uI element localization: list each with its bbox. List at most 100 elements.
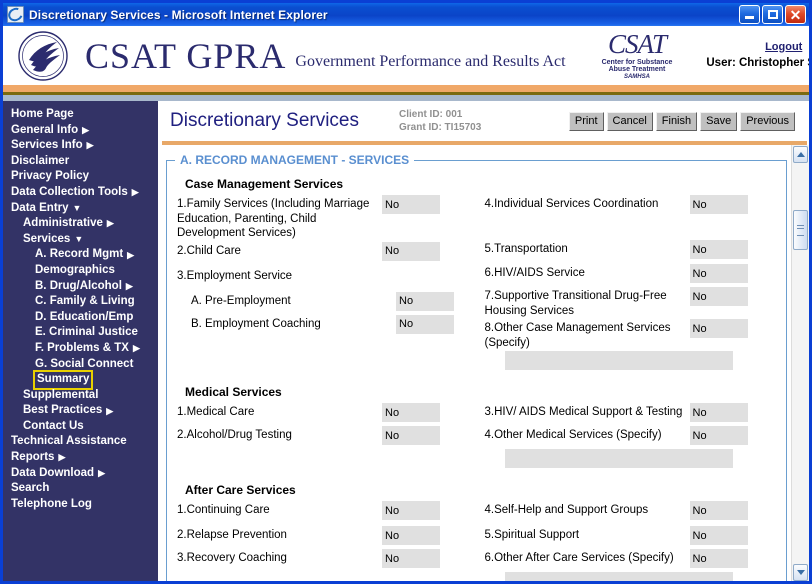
form-row: 1.Family Services (Including Marriage Ed…	[175, 195, 477, 241]
sidebar-item-label: Best Practices	[23, 404, 103, 417]
action-toolbar: Print Cancel Finish Save Previous	[568, 111, 801, 131]
field-input-4-individual-services-coordination[interactable]	[689, 195, 748, 214]
field-input-6-other-after-care-services-specify[interactable]	[689, 549, 748, 568]
sidebar-item-reports[interactable]: Reports ▶	[3, 450, 158, 466]
field-label-b-employment-coaching: B. Employment Coaching	[191, 317, 321, 330]
sidebar-item-a-record-mgmt[interactable]: A. Record Mgmt ▶	[3, 247, 158, 263]
scroll-down-button[interactable]	[793, 564, 808, 581]
field-input-3-hiv-aids-medical-support-testing[interactable]	[689, 403, 748, 422]
form-row	[483, 449, 779, 469]
sidebar-item-b-drug-alcohol[interactable]: B. Drug/Alcohol ▶	[3, 279, 158, 295]
sidebar-item-data-download[interactable]: Data Download ▶	[3, 466, 158, 482]
form-row: 6.HIV/AIDS Service	[483, 264, 779, 286]
field-input-3-recovery-coaching[interactable]	[382, 549, 440, 568]
sidebar-item-contact-us[interactable]: Contact Us	[3, 419, 158, 435]
scroll-up-button[interactable]	[793, 146, 808, 163]
maximize-button[interactable]	[762, 5, 783, 24]
cancel-button[interactable]: Cancel	[606, 111, 653, 131]
field-input-1-medical-care[interactable]	[382, 403, 440, 422]
form-row: 2.Alcohol/Drug Testing	[175, 426, 477, 448]
previous-button[interactable]: Previous	[740, 111, 795, 131]
sidebar-item-label: Search	[11, 482, 50, 495]
form-row: 4.Self-Help and Support Groups	[483, 501, 779, 525]
sidebar-item-c-family-living[interactable]: C. Family & Living	[3, 294, 158, 310]
field-input-b-employment-coaching[interactable]	[396, 314, 454, 334]
sidebar-item-e-criminal-justice[interactable]: E. Criminal Justice	[3, 325, 158, 341]
field-input-a-pre-employment[interactable]	[396, 291, 454, 311]
field-input-6-hiv-aids-service[interactable]	[689, 264, 748, 283]
sidebar-item-summary[interactable]: Summary	[3, 370, 158, 390]
sidebar-item-services-info[interactable]: Services Info ▶	[3, 138, 158, 154]
field-input-1-continuing-care[interactable]	[382, 501, 440, 520]
hhs-seal-icon	[15, 30, 71, 82]
record-identifiers: Client ID: 001 Grant ID: TI15703	[399, 108, 481, 134]
section-legend: A. RECORD MANAGEMENT - SERVICES	[180, 153, 410, 167]
other-after-care-specify-input[interactable]	[504, 572, 733, 581]
form-row: 6.Other After Care Services (Specify)	[483, 549, 779, 571]
field-label-3-employment-service: 3.Employment Service	[177, 269, 293, 282]
brand-title: CSAT GPRA	[85, 35, 287, 76]
field-input-5-spiritual-support[interactable]	[689, 526, 748, 545]
after-care-heading: After Care Services	[185, 483, 296, 497]
field-input-7-supportive-transitional-drug-free-housing-se[interactable]	[689, 287, 748, 306]
window-title: Discretionary Services - Microsoft Inter…	[29, 7, 328, 22]
medical-heading: Medical Services	[185, 385, 282, 399]
other-medical-specify-input[interactable]	[504, 449, 733, 468]
sidebar-item-supplemental[interactable]: Supplemental	[3, 388, 158, 404]
field-input-8-other-case-management-services-specify[interactable]	[689, 319, 748, 338]
sidebar-item-label: Data Collection Tools	[11, 185, 128, 198]
sidebar-item-label: Privacy Policy	[11, 170, 89, 183]
after-care-columns: After Care Services 1.Continuing Care 2.R…	[175, 479, 779, 581]
sidebar-item-f-problems-tx[interactable]: F. Problems & TX ▶	[3, 341, 158, 357]
field-input-4-self-help-and-support-groups[interactable]	[689, 501, 748, 520]
sidebar-item-data-collection-tools[interactable]: Data Collection Tools ▶	[3, 185, 158, 201]
form-row: 4.Individual Services Coordination	[483, 195, 779, 239]
page-title-divider	[162, 141, 807, 145]
minimize-button[interactable]	[739, 5, 760, 24]
banner-rule-orange	[3, 85, 809, 92]
print-button[interactable]: Print	[568, 111, 604, 131]
sidebar-item-label: Supplemental	[23, 388, 99, 401]
sidebar-item-disclaimer[interactable]: Disclaimer	[3, 154, 158, 170]
sidebar-item-label: E. Criminal Justice	[35, 326, 138, 339]
sidebar-item-demographics[interactable]: Demographics	[3, 263, 158, 279]
sidebar-item-label: Services Info	[11, 139, 83, 152]
finish-button[interactable]: Finish	[655, 111, 698, 131]
sidebar-item-technical-assistance[interactable]: Technical Assistance	[3, 434, 158, 450]
field-input-2-alcohol-drug-testing[interactable]	[382, 426, 440, 445]
sidebar-item-best-practices[interactable]: Best Practices ▶	[3, 403, 158, 419]
field-label-2-child-care: 2.Child Care	[177, 244, 241, 257]
field-input-2-child-care[interactable]	[382, 241, 440, 261]
field-input-1-family-services-including-marriage-education[interactable]	[382, 195, 440, 214]
brand-lockup: CSAT GPRA Government Performance and Res…	[85, 35, 566, 76]
vertical-scrollbar[interactable]	[791, 145, 809, 581]
logout-link[interactable]: Logout	[765, 40, 803, 53]
sidebar-item-telephone-log[interactable]: Telephone Log	[3, 497, 158, 513]
form-row: B. Employment Coaching	[175, 314, 477, 337]
sidebar-item-label: C. Family & Living	[35, 295, 135, 308]
scrollbar-track[interactable]	[792, 164, 809, 563]
sidebar-item-g-social-connect[interactable]: G. Social Connect	[3, 357, 158, 373]
sidebar-item-administrative[interactable]: Administrative ▶	[3, 216, 158, 232]
sidebar-item-data-entry[interactable]: Data Entry ▼	[3, 201, 158, 217]
sidebar-item-general-info[interactable]: General Info ▶	[3, 123, 158, 139]
save-button[interactable]: Save	[700, 111, 738, 131]
form-row	[483, 572, 779, 581]
field-input-2-relapse-prevention[interactable]	[382, 526, 440, 545]
other-case-management-specify-input[interactable]	[504, 351, 733, 370]
sidebar-item-d-education-emp[interactable]: D. Education/Emp	[3, 310, 158, 326]
sidebar-item-services[interactable]: Services ▼	[3, 232, 158, 248]
sidebar-item-search[interactable]: Search	[3, 481, 158, 497]
form-row: 1.Medical Care	[175, 403, 477, 425]
field-label-5-spiritual-support: 5.Spiritual Support	[484, 529, 580, 541]
client-id-label: Client ID: 001	[399, 109, 463, 120]
sidebar-item-home-page[interactable]: Home Page	[3, 107, 158, 123]
group-spacer	[175, 470, 778, 479]
field-input-5-transportation[interactable]	[689, 240, 748, 259]
field-label-3-recovery-coaching: 3.Recovery Coaching	[177, 552, 287, 564]
scrollbar-thumb[interactable]	[793, 210, 808, 250]
csat-logo: CSAT Center for Substance Abuse Treatmen…	[602, 31, 673, 81]
sidebar-item-privacy-policy[interactable]: Privacy Policy	[3, 169, 158, 185]
close-button[interactable]: ✕	[785, 5, 806, 24]
field-input-4-other-medical-services-specify[interactable]	[689, 426, 748, 445]
